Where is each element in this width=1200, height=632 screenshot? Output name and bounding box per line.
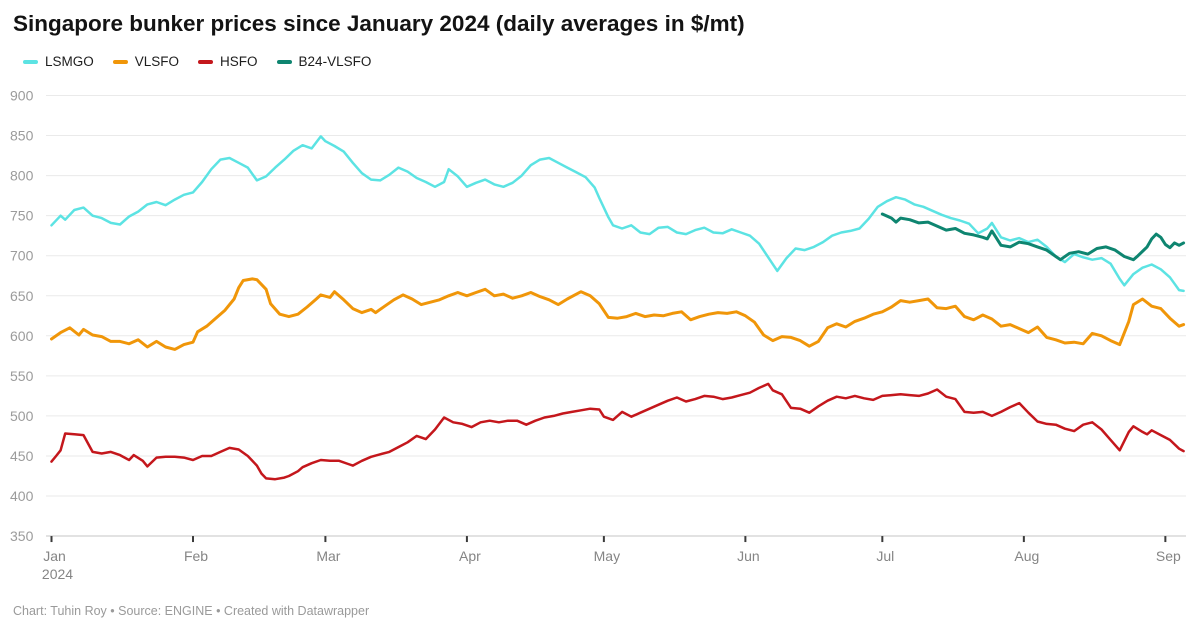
- legend-item-hsfo: HSFO: [198, 54, 258, 69]
- x-axis-year-label: 2024: [42, 566, 73, 582]
- y-axis-tick-label: 600: [10, 328, 34, 344]
- y-axis-tick-label: 800: [10, 168, 34, 184]
- legend-swatch-vlsfo: [112, 59, 128, 64]
- legend-swatch-lsmgo: [23, 59, 38, 64]
- chart-credit: Chart: Tuhin Roy • Source: ENGINE • Crea…: [13, 604, 370, 618]
- series-line-vlsfo: [50, 277, 1186, 351]
- legend-swatch-b24-vlsfo: [276, 59, 292, 64]
- legend-swatch-hsfo: [198, 59, 214, 64]
- legend-label: LSMGO: [45, 54, 94, 69]
- y-axis-tick-label: 550: [10, 368, 34, 384]
- series-line-hsfo: [50, 382, 1185, 481]
- legend-label: VLSFO: [134, 54, 180, 69]
- legend-item-lsmgo: LSMGO: [23, 54, 94, 69]
- y-axis-tick-label: 750: [10, 208, 34, 224]
- x-axis-tick-label: Aug: [1014, 548, 1039, 564]
- x-axis-tick-label: Sep: [1156, 548, 1181, 564]
- y-axis-tick-label: 700: [10, 248, 34, 264]
- x-axis-tick-label: Jun: [737, 548, 760, 564]
- y-axis-tick-label: 500: [10, 408, 34, 424]
- y-axis-tick-label: 850: [10, 128, 34, 144]
- series-line-lsmgo: [50, 135, 1185, 293]
- legend-label: HSFO: [220, 54, 258, 69]
- y-axis-tick-label: 350: [10, 528, 34, 544]
- x-axis-tick-label: Feb: [184, 548, 208, 564]
- x-axis-tick-label: May: [594, 548, 620, 564]
- chart-title: Singapore bunker prices since January 20…: [13, 11, 745, 36]
- x-axis-tick-label: Jul: [876, 548, 894, 564]
- legend-item-b24-vlsfo: B24-VLSFO: [276, 54, 372, 69]
- y-axis-tick-label: 400: [10, 488, 34, 504]
- x-axis-tick-label: Jan: [43, 548, 66, 564]
- legend-item-vlsfo: VLSFO: [112, 54, 180, 69]
- y-axis-tick-label: 650: [10, 288, 34, 304]
- legend-label: B24-VLSFO: [298, 54, 372, 69]
- series-line-b24-vlsfo: [880, 212, 1186, 262]
- chart-legend: LSMGO VLSFO HSFO B24-VLSFO: [23, 54, 371, 69]
- y-axis-tick-label: 450: [10, 448, 34, 464]
- y-axis-tick-label: 900: [10, 88, 34, 104]
- x-axis-tick-label: Mar: [316, 548, 340, 564]
- x-axis-tick-label: Apr: [459, 548, 481, 564]
